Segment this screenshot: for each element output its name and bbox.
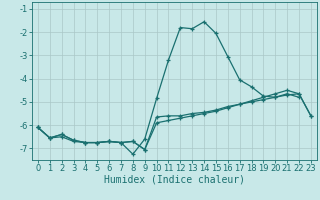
X-axis label: Humidex (Indice chaleur): Humidex (Indice chaleur): [104, 175, 245, 185]
